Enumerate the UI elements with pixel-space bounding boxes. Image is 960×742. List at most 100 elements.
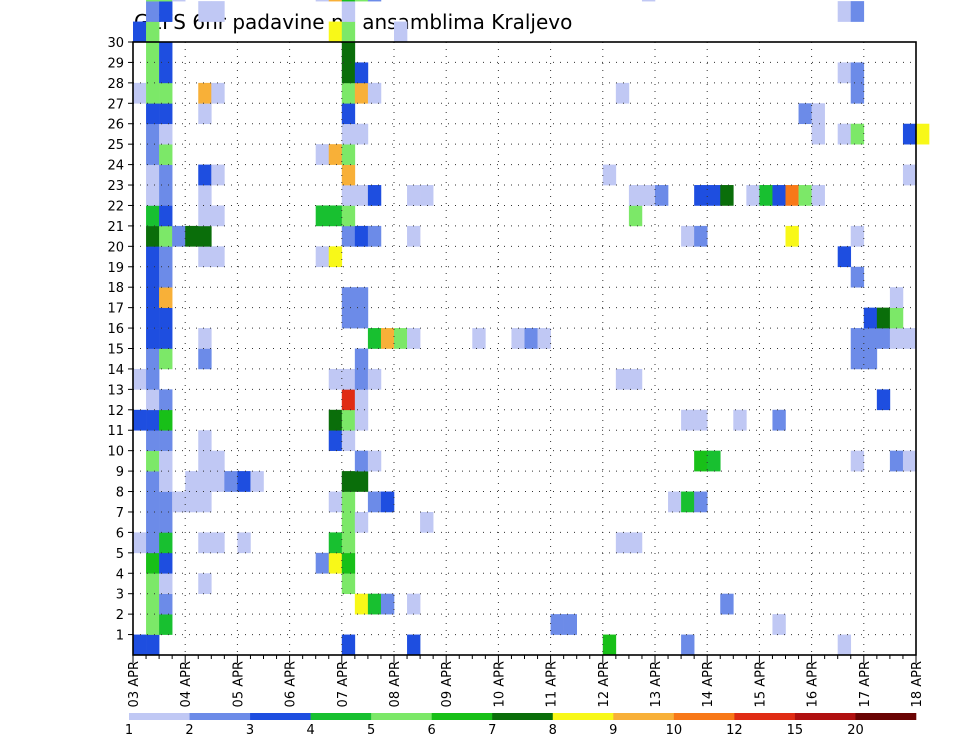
heatmap-cell: [628, 532, 643, 554]
x-tick-label: 09 APR: [440, 661, 455, 707]
colorbar-tick-label: 6: [428, 723, 436, 738]
heatmap-cell: [850, 348, 865, 370]
heatmap-cell: [798, 185, 812, 206]
heatmap-cell: [159, 205, 173, 227]
heatmap-cell: [380, 593, 395, 615]
heatmap-cell: [146, 205, 160, 227]
colorbar-swatch: [794, 713, 856, 720]
heatmap-cell: [354, 389, 369, 411]
heatmap-cell: [133, 21, 147, 43]
heatmap-cell: [159, 185, 173, 206]
heatmap-cell: [159, 144, 173, 165]
y-tick-label: 20: [107, 240, 124, 255]
heatmap-cell: [889, 287, 904, 308]
heatmap-cell: [628, 368, 643, 390]
heatmap-cell: [472, 328, 486, 349]
heatmap-cell: [511, 328, 525, 349]
heatmap-cell: [146, 287, 160, 308]
colorbar-tick-label: 1: [125, 723, 133, 738]
heatmap-cell: [341, 164, 356, 186]
heatmap-cell: [159, 471, 173, 492]
heatmap-cell: [172, 225, 186, 247]
y-tick-label: 15: [107, 343, 124, 358]
heatmap-cell: [146, 164, 160, 186]
heatmap-cell: [159, 62, 173, 84]
heatmap-cell: [341, 0, 356, 2]
heatmap-cell: [159, 266, 173, 288]
heatmap-cell: [315, 144, 330, 165]
y-tick-label: 11: [107, 424, 124, 439]
colorbar-swatch: [673, 713, 735, 720]
heatmap-cell: [159, 593, 173, 615]
y-tick-label: 2: [116, 608, 124, 623]
y-tick-label: 3: [116, 588, 124, 603]
heatmap-cell: [902, 123, 917, 145]
heatmap-cell: [198, 82, 212, 104]
heatmap-cell: [641, 0, 656, 2]
heatmap-cell: [655, 185, 669, 206]
x-tick-label: 15 APR: [753, 661, 768, 707]
heatmap-cell: [367, 491, 382, 513]
heatmap-cell: [211, 246, 225, 268]
heatmap-cell: [146, 409, 160, 431]
heatmap-cell: [341, 409, 356, 431]
heatmap-cell: [198, 573, 212, 594]
heatmap-cell: [694, 409, 708, 431]
heatmap-cell: [341, 532, 356, 554]
heatmap-cell: [146, 430, 160, 451]
heatmap-cell: [354, 62, 369, 84]
heatmap-cell: [524, 328, 538, 349]
x-tick-label: 10 APR: [492, 661, 507, 707]
heatmap-cell: [876, 307, 891, 329]
colorbar-swatch: [250, 713, 311, 720]
heatmap-cell: [211, 205, 225, 227]
y-tick-label: 22: [107, 199, 124, 214]
heatmap-cell: [380, 328, 395, 349]
heatmap-cell: [159, 0, 173, 2]
x-tick-label: 05 APR: [231, 661, 246, 707]
heatmap-cell: [407, 634, 421, 656]
y-tick-label: 27: [107, 97, 124, 112]
heatmap-cell: [341, 511, 356, 533]
heatmap-cell: [146, 634, 160, 656]
heatmap-cell: [837, 634, 852, 656]
heatmap-cell: [185, 471, 199, 492]
heatmap-cell: [354, 471, 369, 492]
heatmap-cell: [146, 552, 160, 574]
heatmap-cell: [159, 614, 173, 635]
heatmap-cell: [341, 471, 356, 492]
heatmap-cell: [341, 103, 356, 125]
heatmap-cell: [563, 614, 577, 635]
x-tick-label: 18 APR: [910, 661, 925, 707]
colorbar-swatch: [613, 713, 675, 720]
heatmap-cell: [681, 225, 695, 247]
heatmap-cell: [328, 21, 343, 43]
heatmap-cell: [341, 185, 356, 206]
x-tick-label: 03 APR: [127, 661, 142, 707]
heatmap-cell: [146, 491, 160, 513]
colorbar-tick-label: 10: [666, 723, 683, 738]
heatmap-cell: [354, 0, 369, 2]
heatmap-cell: [367, 450, 382, 472]
heatmap-cell: [159, 123, 173, 145]
heatmap-cell: [354, 225, 369, 247]
heatmap-cell: [420, 511, 434, 533]
heatmap-cell: [863, 348, 878, 370]
x-tick-label: 04 APR: [179, 661, 194, 707]
heatmap-cell: [224, 471, 238, 492]
colorbar-tick-label: 5: [367, 723, 375, 738]
heatmap-cell: [146, 471, 160, 492]
heatmap-cell: [211, 164, 225, 186]
y-tick-label: 4: [116, 567, 124, 582]
heatmap-cell: [328, 246, 343, 268]
x-tick-label: 17 APR: [858, 661, 873, 707]
heatmap-cell: [315, 552, 330, 574]
heatmap-cell: [146, 1, 160, 22]
heatmap-cell: [146, 0, 160, 2]
heatmap-cell: [328, 532, 343, 554]
heatmap-cell: [211, 450, 225, 472]
colorbar-swatch: [371, 713, 432, 720]
heatmap-cell: [146, 573, 160, 594]
heatmap-cell: [863, 328, 878, 349]
